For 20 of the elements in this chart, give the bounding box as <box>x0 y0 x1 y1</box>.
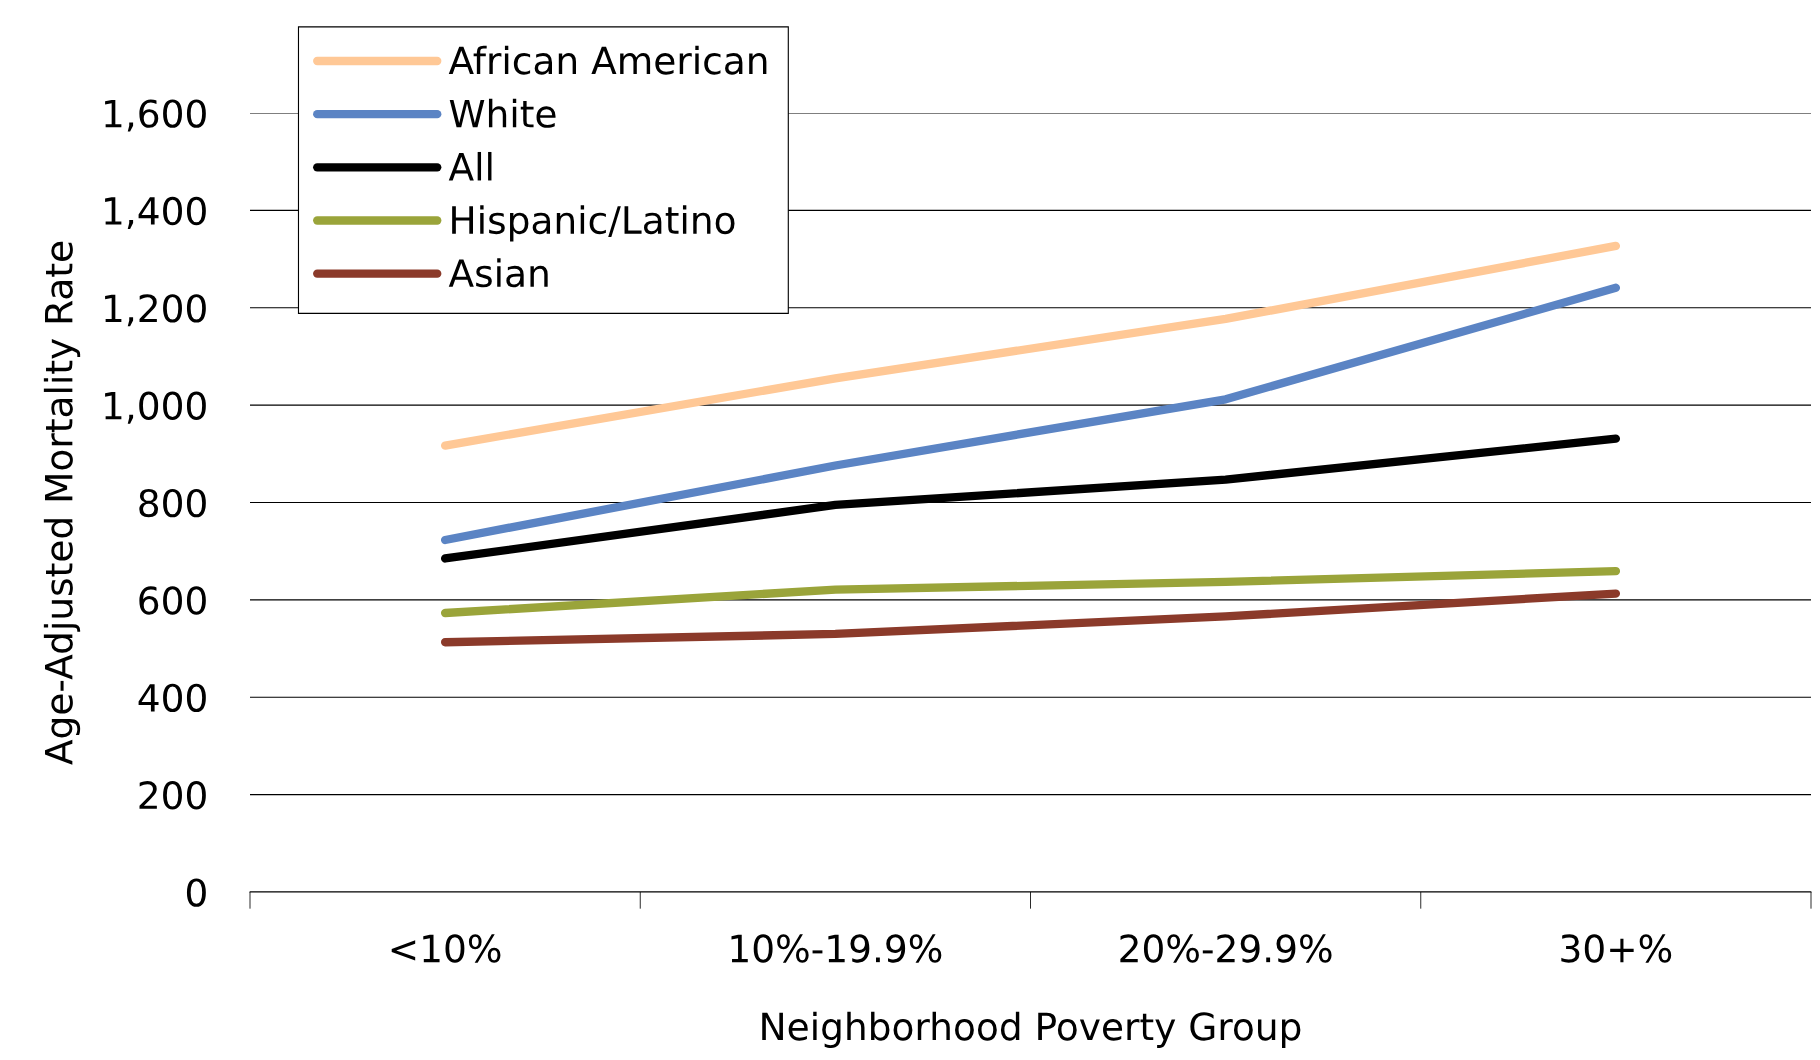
y-tick-label: 0 <box>186 878 206 907</box>
y-tick-label: 1,600 <box>105 99 206 132</box>
y-tick-label: 1,400 <box>105 196 206 229</box>
legend-label: Hispanic/Latino <box>452 205 735 242</box>
x-axis-title: Neighborhood Poverty Group <box>762 1011 1301 1048</box>
y-tick-label: 1,000 <box>105 391 206 424</box>
legend-label: White <box>449 98 556 128</box>
x-tick-label: 20%-29.9% <box>1120 934 1332 963</box>
legend-label: African American <box>448 45 767 75</box>
y-tick-label: 400 <box>138 683 206 713</box>
x-tick-label: 10%-19.9% <box>731 934 942 963</box>
legend-label: Asian <box>448 258 548 288</box>
x-tick-label: <10% <box>391 934 501 963</box>
y-tick-label: 1,200 <box>105 294 206 327</box>
y-axis-title: Age-Adjusted Mortality Rate <box>43 241 81 765</box>
y-tick-label: 200 <box>139 781 206 810</box>
y-tick-label: 600 <box>139 586 206 615</box>
x-tick-label: 30+% <box>1561 934 1672 963</box>
y-tick-label: 800 <box>139 488 206 518</box>
legend-label: All <box>448 151 492 181</box>
